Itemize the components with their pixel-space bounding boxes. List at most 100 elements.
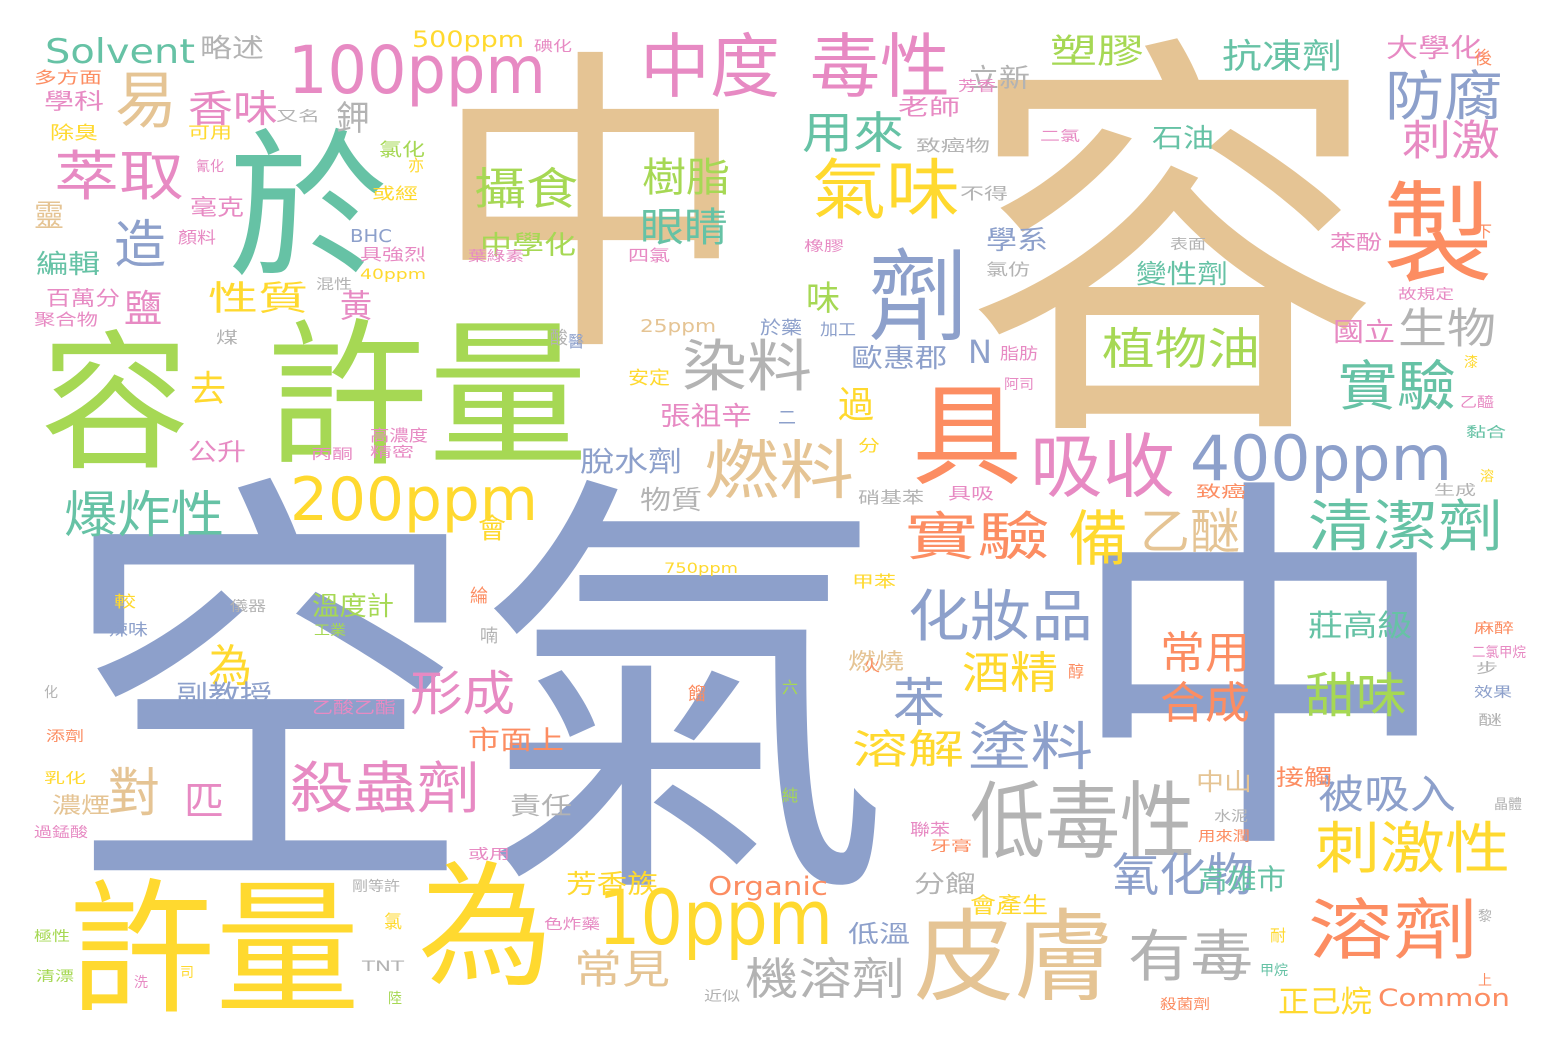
word-115: 可用 bbox=[188, 125, 232, 141]
word-96: 老師 bbox=[898, 98, 960, 120]
word-109: 會產生 bbox=[970, 896, 1048, 918]
word-143: 綸 bbox=[470, 588, 488, 606]
word-6: 容 bbox=[40, 330, 190, 480]
word-175: 清漂 bbox=[36, 970, 74, 984]
word-129: 高濃度 bbox=[370, 428, 428, 444]
word-59: 被吸入 bbox=[1318, 775, 1456, 815]
word-108: 苯酚 bbox=[1330, 232, 1382, 252]
word-82: 副教授 bbox=[176, 682, 272, 710]
word-119: 具強烈 bbox=[360, 247, 426, 263]
word-131: 丙酮 bbox=[311, 448, 353, 462]
word-146: 六 bbox=[782, 680, 798, 696]
word-185: 溶 bbox=[1480, 470, 1494, 484]
word-28: 化妝品 bbox=[908, 590, 1093, 646]
word-76: 正己烷 bbox=[1278, 988, 1372, 1018]
word-199: 混性 bbox=[316, 278, 352, 292]
word-73: Organic bbox=[708, 874, 828, 900]
word-22: 燃料 bbox=[704, 440, 854, 504]
word-35: 機溶劑 bbox=[745, 958, 905, 1002]
word-67: 去 bbox=[190, 372, 226, 408]
word-191: 致癌物 bbox=[916, 138, 990, 154]
word-10: 具 bbox=[912, 382, 1022, 492]
word-29: 刺激性 bbox=[1315, 822, 1510, 878]
word-165: 氯 bbox=[384, 914, 402, 932]
word-37: 植物油 bbox=[1102, 328, 1260, 372]
word-162: 效果 bbox=[1474, 686, 1512, 700]
word-89: 國立 bbox=[1333, 320, 1395, 346]
word-23: 溶劑 bbox=[1308, 898, 1478, 964]
word-113: 多方面 bbox=[34, 70, 102, 86]
word-44: 生物 bbox=[1398, 308, 1496, 350]
word-68: 鹽 bbox=[124, 290, 162, 328]
word-80: 芳香族 bbox=[566, 872, 658, 898]
word-140: 辣味 bbox=[108, 622, 148, 638]
word-120: 40ppm bbox=[360, 268, 426, 282]
word-141: 儀器 bbox=[230, 600, 266, 614]
word-39: 備 bbox=[1068, 510, 1128, 570]
word-111: 乙酸乙酯 bbox=[312, 700, 396, 716]
word-173: 黎 bbox=[1478, 910, 1492, 924]
word-204: 氰化 bbox=[196, 160, 224, 174]
word-142: 工業 bbox=[314, 624, 346, 638]
word-153: 或用 bbox=[468, 848, 510, 862]
word-17: 400ppm bbox=[1190, 428, 1452, 490]
word-38: 爆炸性 bbox=[64, 490, 224, 540]
word-159: 麻醉 bbox=[1474, 622, 1514, 636]
word-60: 常見 bbox=[574, 950, 670, 990]
word-52: 合成 bbox=[1160, 682, 1250, 726]
word-86: 歐惠郡 bbox=[851, 346, 947, 372]
word-118: BHC bbox=[350, 228, 392, 246]
word-201: 二 bbox=[778, 410, 796, 428]
word-172: 上 bbox=[1478, 974, 1492, 988]
word-63: 塑膠 bbox=[1050, 35, 1144, 69]
word-19: 毒性 bbox=[810, 32, 950, 102]
word-50: 甜味 bbox=[1305, 672, 1407, 720]
word-189: 又名 bbox=[276, 110, 320, 124]
word-144: 喃 bbox=[480, 628, 498, 646]
word-36: 塗料 bbox=[968, 722, 1093, 774]
word-79: 會 bbox=[478, 515, 506, 543]
word-62: 抗凍劑 bbox=[1222, 40, 1342, 74]
word-46: 乙醚 bbox=[1140, 508, 1240, 556]
word-179: 醫 bbox=[568, 334, 584, 350]
word-194: 表面 bbox=[1170, 238, 1206, 252]
word-57: 匹 bbox=[184, 782, 224, 822]
word-177: 司 bbox=[180, 966, 194, 980]
word-107: 接觸 bbox=[1276, 768, 1332, 790]
word-69: 黃 bbox=[340, 290, 372, 322]
word-117: 或經 bbox=[372, 186, 418, 202]
word-149: 化 bbox=[44, 686, 58, 700]
word-161: 步 bbox=[1476, 662, 1498, 676]
word-164: 剛等許 bbox=[352, 880, 400, 894]
word-134: 具吸 bbox=[948, 486, 994, 502]
word-33: 實驗 bbox=[905, 512, 1050, 564]
word-101: 靈 bbox=[34, 202, 64, 232]
word-186: 後 bbox=[1474, 50, 1492, 68]
word-155: 牙膏 bbox=[930, 840, 972, 854]
word-45: 用來 bbox=[802, 112, 904, 156]
word-71: 味 bbox=[806, 282, 840, 316]
word-200: 亦 bbox=[408, 158, 424, 174]
word-7: 為 bbox=[418, 860, 553, 995]
word-158: 晶體 bbox=[1494, 798, 1522, 812]
word-138: 甲苯 bbox=[852, 574, 896, 590]
word-98: 分餾 bbox=[914, 872, 976, 896]
word-128: 阿司 bbox=[1004, 378, 1034, 392]
word-124: 安定 bbox=[628, 370, 670, 388]
word-174: 極性 bbox=[34, 930, 70, 944]
word-106: 中山 bbox=[1196, 770, 1252, 794]
word-88: 變性劑 bbox=[1136, 262, 1228, 288]
word-42: 樹脂 bbox=[642, 158, 730, 198]
word-103: 百萬分 bbox=[46, 288, 120, 308]
word-12: 劑 bbox=[868, 248, 968, 348]
word-81: 市面上 bbox=[468, 728, 564, 754]
word-18: 中度 bbox=[640, 32, 780, 102]
word-40: 攝食 bbox=[474, 168, 578, 212]
word-97: 低溫 bbox=[848, 922, 910, 946]
word-160: 二氯甲烷 bbox=[1472, 646, 1526, 660]
word-100: 責任 bbox=[510, 794, 572, 818]
word-55: 溶解 bbox=[852, 730, 964, 770]
word-123: 25ppm bbox=[640, 318, 716, 336]
word-182: 漆 bbox=[1464, 356, 1478, 370]
